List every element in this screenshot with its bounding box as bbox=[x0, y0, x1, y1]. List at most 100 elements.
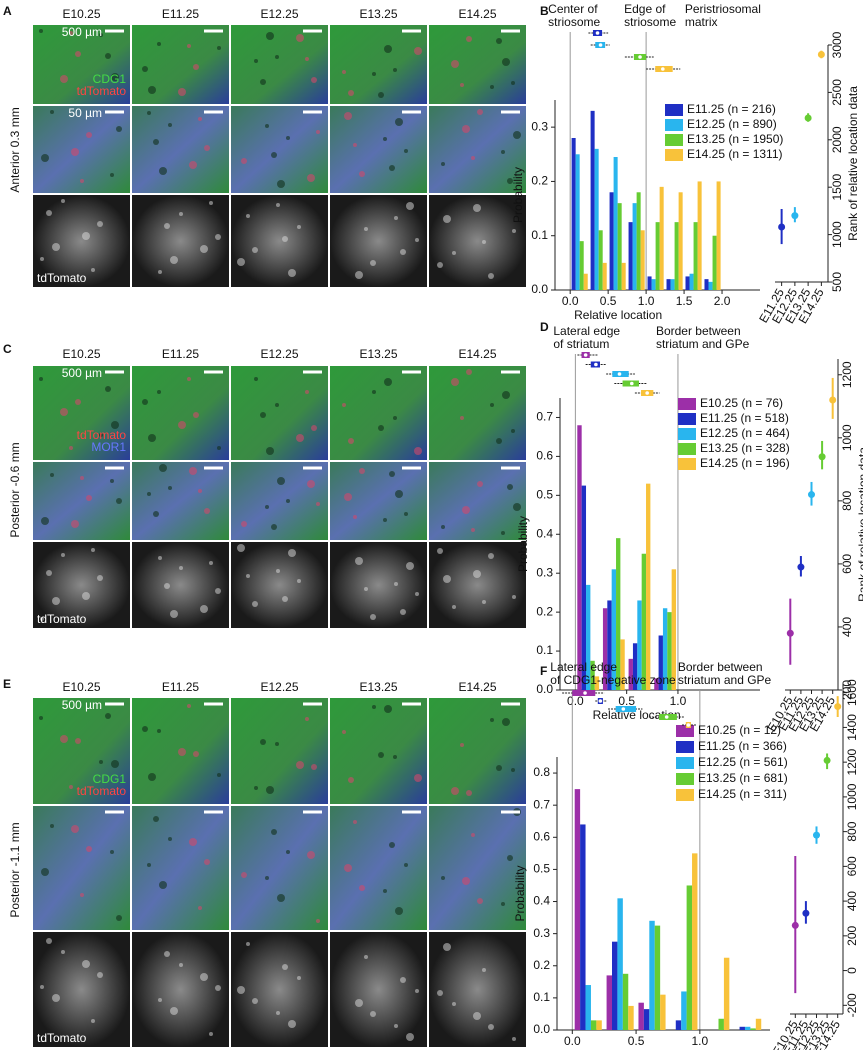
bar bbox=[671, 569, 677, 690]
rank-y-tick-label: 600 bbox=[845, 856, 859, 876]
bar bbox=[602, 608, 608, 690]
texture-spot bbox=[311, 764, 317, 770]
texture-spot bbox=[288, 269, 296, 277]
box-median bbox=[583, 353, 588, 357]
rank-y-tick-label: 3000 bbox=[830, 31, 844, 58]
y-tick-label: 0.0 bbox=[531, 282, 548, 296]
rank-point bbox=[817, 50, 825, 58]
rank-y-tick-label: 2500 bbox=[830, 79, 844, 106]
texture-spot bbox=[158, 556, 162, 560]
texture-spot bbox=[441, 525, 445, 529]
texture-spot bbox=[471, 156, 475, 160]
micrograph bbox=[231, 806, 328, 930]
micrograph bbox=[429, 542, 526, 628]
column-label: E10.25 bbox=[62, 347, 100, 361]
y-tick-label: 0.0 bbox=[536, 682, 553, 696]
texture-spot bbox=[271, 152, 277, 158]
texture-spot bbox=[372, 705, 376, 709]
texture-spot bbox=[275, 742, 279, 746]
texture-spot bbox=[40, 257, 44, 261]
legend-label: E12.25 (n = 890) bbox=[687, 117, 777, 131]
rank-y-tick-label: 200 bbox=[845, 926, 859, 946]
texture-spot bbox=[316, 130, 320, 134]
texture-spot bbox=[383, 889, 387, 893]
texture-spot bbox=[148, 86, 156, 94]
texture-spot bbox=[316, 919, 320, 923]
texture-spot bbox=[158, 270, 162, 274]
texture-spot bbox=[437, 548, 443, 554]
micrograph bbox=[330, 25, 427, 104]
texture-spot bbox=[209, 1032, 213, 1036]
texture-spot bbox=[111, 760, 119, 768]
legend-label: E14.25 (n = 311) bbox=[698, 787, 787, 801]
texture-spot bbox=[217, 446, 221, 450]
micrograph bbox=[132, 366, 229, 460]
micrograph bbox=[231, 25, 328, 104]
texture-spot bbox=[147, 863, 151, 867]
annotation: striatum and GPe bbox=[656, 337, 750, 351]
bar bbox=[640, 230, 645, 290]
row-label: Posterior -1.1 mm bbox=[8, 822, 22, 917]
texture-spot bbox=[276, 1011, 280, 1015]
texture-spot bbox=[179, 212, 183, 216]
texture-spot bbox=[393, 68, 397, 72]
texture-spot bbox=[389, 165, 395, 171]
micrograph bbox=[231, 366, 328, 460]
texture-spot bbox=[296, 34, 304, 42]
rank-y-tick-label: 1600 bbox=[845, 679, 859, 706]
texture-spot bbox=[105, 386, 111, 392]
texture-spot bbox=[110, 850, 114, 854]
texture-spot bbox=[297, 976, 301, 980]
texture-spot bbox=[209, 201, 213, 205]
texture-spot bbox=[507, 855, 513, 861]
texture-spot bbox=[307, 174, 315, 182]
panel-letter: E bbox=[3, 677, 11, 691]
micrograph bbox=[231, 542, 328, 628]
texture-spot bbox=[286, 499, 290, 503]
micrograph bbox=[132, 106, 229, 193]
texture-spot bbox=[462, 877, 470, 885]
texture-spot bbox=[52, 597, 60, 605]
legend-swatch bbox=[665, 104, 683, 116]
rank-y-tick-label: 1200 bbox=[845, 748, 859, 775]
texture-spot bbox=[502, 718, 510, 726]
rank-y-tick-label: 800 bbox=[840, 491, 854, 511]
y-tick-label: 0.0 bbox=[533, 1022, 550, 1036]
texture-spot bbox=[237, 258, 245, 266]
x-axis-label: Relative location bbox=[574, 308, 662, 322]
texture-spot bbox=[86, 495, 92, 501]
texture-spot bbox=[215, 588, 221, 594]
texture-spot bbox=[153, 816, 159, 822]
rank-y-tick-label: 800 bbox=[845, 821, 859, 841]
x-tick-label: 1.0 bbox=[670, 694, 687, 708]
texture-spot bbox=[482, 600, 486, 604]
channel-label: tdTomato bbox=[77, 784, 127, 798]
bar bbox=[641, 553, 647, 690]
texture-spot bbox=[276, 203, 280, 207]
y-tick-label: 0.1 bbox=[531, 228, 548, 242]
texture-spot bbox=[490, 85, 494, 89]
bar bbox=[686, 885, 693, 1030]
y-tick-label: 0.6 bbox=[536, 449, 553, 463]
annotation: Border between bbox=[656, 324, 741, 338]
bar bbox=[678, 192, 683, 290]
bar bbox=[636, 192, 641, 290]
texture-spot bbox=[511, 429, 515, 433]
column-label: E14.25 bbox=[458, 7, 496, 21]
annotation: striosome bbox=[548, 15, 600, 29]
texture-spot bbox=[342, 70, 346, 74]
legend-label: E12.25 (n = 561) bbox=[698, 755, 788, 769]
column-label: E12.25 bbox=[260, 680, 298, 694]
rank-y-axis-label: Rank of relative location data bbox=[856, 447, 863, 602]
texture-spot bbox=[383, 137, 387, 141]
micrograph bbox=[33, 462, 130, 540]
y-tick-label: 0.2 bbox=[533, 958, 550, 972]
texture-spot bbox=[355, 271, 363, 279]
column-label: E10.25 bbox=[62, 7, 100, 21]
texture-spot bbox=[61, 950, 65, 954]
bar bbox=[697, 181, 702, 290]
rank-point bbox=[804, 114, 812, 122]
texture-spot bbox=[512, 229, 516, 233]
texture-spot bbox=[451, 60, 459, 68]
rank-y-tick-label: 500 bbox=[830, 272, 844, 292]
